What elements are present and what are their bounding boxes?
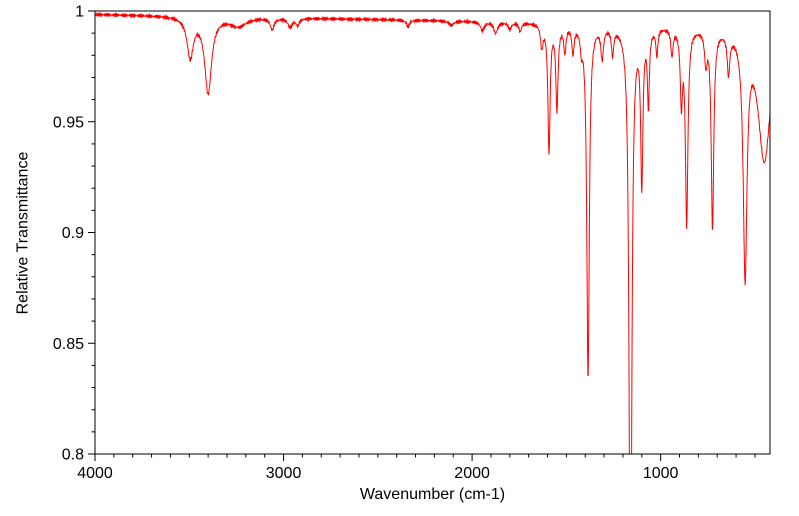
x-axis-label: Wavenumber (cm-1): [359, 486, 506, 503]
y-axis-label: Relative Transmittance: [14, 151, 32, 315]
y-tick-label: 0.8: [62, 447, 84, 464]
y-tick-label: 0.95: [53, 114, 84, 131]
y-tick-label: 1: [75, 4, 84, 21]
x-tick-label: 2000: [454, 465, 490, 482]
spectrum-line: [94, 11, 771, 455]
y-tick-label: 0.9: [62, 225, 84, 242]
x-tick-label: 3000: [266, 465, 302, 482]
y-tick-label: 0.85: [53, 336, 84, 353]
plot-frame: [94, 10, 771, 455]
x-tick-label: 4000: [77, 465, 113, 482]
x-tick-label: 1000: [643, 465, 679, 482]
